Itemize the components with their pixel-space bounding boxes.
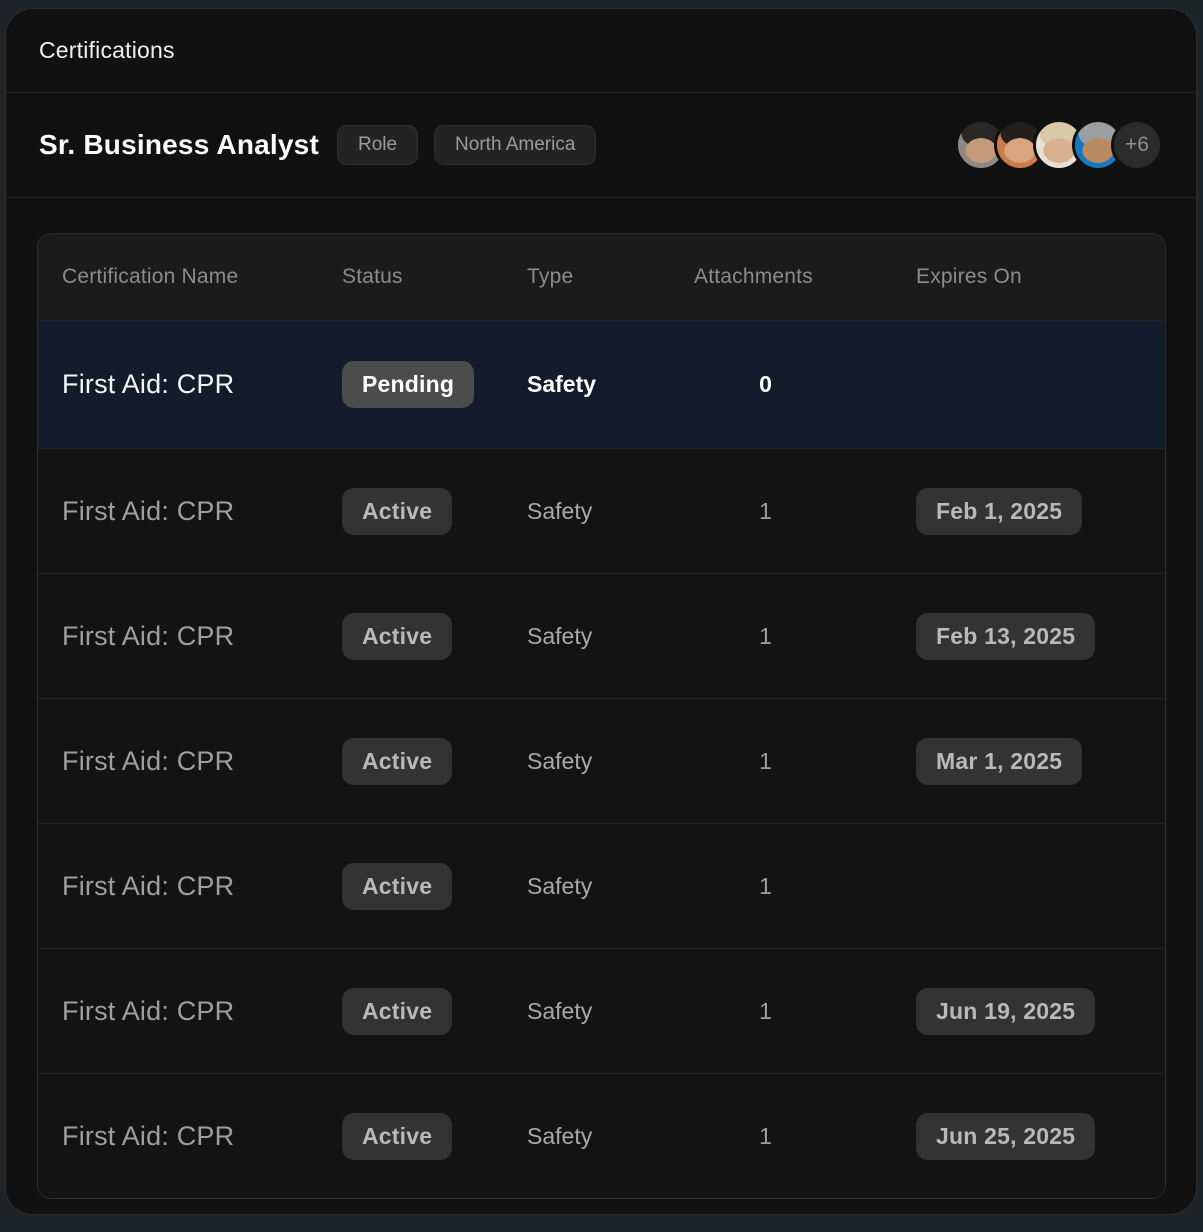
status-badge: Active	[342, 1112, 453, 1160]
type-value: Safety	[527, 497, 593, 524]
attachments-count: 1	[759, 622, 772, 649]
status-badge: Active	[342, 487, 453, 535]
column-header-attachments: Attachments	[694, 265, 813, 288]
status-badge: Active	[342, 737, 453, 785]
avatar-stack[interactable]: +6	[955, 119, 1163, 171]
certification-name-value: First Aid: CPR	[62, 745, 235, 776]
status-badge: Active	[342, 987, 453, 1035]
type-value: Safety	[527, 747, 593, 774]
attachments-count: 0	[759, 371, 772, 397]
status-badge: Pending	[342, 361, 475, 408]
column-header-certification-name: Certification Name	[62, 265, 239, 288]
table-row[interactable]: First Aid: CPR Active Safety 1 Feb 1, 20…	[38, 448, 1165, 573]
type-value: Safety	[527, 622, 593, 649]
certification-name-value: First Aid: CPR	[62, 995, 235, 1026]
region-badge: North America	[434, 125, 597, 165]
table-row[interactable]: First Aid: CPR Active Safety 1 Mar 1, 20…	[38, 698, 1165, 823]
attachments-count: 1	[759, 747, 772, 774]
certification-name-value: First Aid: CPR	[62, 620, 235, 651]
expires-badge: Feb 13, 2025	[916, 612, 1096, 660]
content-area: Certification Name Status Type Attachmen…	[6, 198, 1196, 1214]
app-window: Certifications Sr. Business Analyst Role…	[5, 8, 1197, 1215]
type-value: Safety	[527, 1122, 593, 1149]
table-body: First Aid: CPR Pending Safety 0 First Ai…	[38, 320, 1165, 1198]
table-row[interactable]: First Aid: CPR Active Safety 1 Jun 25, 2…	[38, 1073, 1165, 1198]
column-header-status: Status	[342, 265, 403, 288]
expires-badge: Feb 1, 2025	[916, 487, 1083, 535]
expires-badge: Jun 25, 2025	[916, 1112, 1096, 1160]
table-header-row: Certification Name Status Type Attachmen…	[38, 234, 1165, 320]
attachments-count: 1	[759, 497, 772, 524]
certification-name-value: First Aid: CPR	[62, 870, 235, 901]
status-badge: Active	[342, 862, 453, 910]
role-badge: Role	[336, 125, 419, 165]
certification-name-value: First Aid: CPR	[62, 369, 235, 399]
expires-badge: Mar 1, 2025	[916, 737, 1083, 785]
table-row[interactable]: First Aid: CPR Pending Safety 0	[38, 320, 1165, 448]
avatar-overflow-count[interactable]: +6	[1111, 119, 1163, 171]
attachments-count: 1	[759, 872, 772, 899]
table-row[interactable]: First Aid: CPR Active Safety 1 Jun 19, 2…	[38, 948, 1165, 1073]
column-header-type: Type	[527, 265, 574, 288]
column-header-expires-on: Expires On	[916, 265, 1022, 288]
expires-badge: Jun 19, 2025	[916, 987, 1096, 1035]
table-row[interactable]: First Aid: CPR Active Safety 1	[38, 823, 1165, 948]
certification-name-value: First Aid: CPR	[62, 495, 235, 526]
type-value: Safety	[527, 371, 597, 397]
status-badge: Active	[342, 612, 453, 660]
role-header: Sr. Business Analyst Role North America …	[6, 93, 1196, 198]
title-bar: Certifications	[6, 9, 1196, 93]
page-title: Certifications	[39, 37, 175, 63]
attachments-count: 1	[759, 1122, 772, 1149]
attachments-count: 1	[759, 997, 772, 1024]
type-value: Safety	[527, 872, 593, 899]
table-row[interactable]: First Aid: CPR Active Safety 1 Feb 13, 2…	[38, 573, 1165, 698]
type-value: Safety	[527, 997, 593, 1024]
certification-name-value: First Aid: CPR	[62, 1120, 235, 1151]
role-title: Sr. Business Analyst	[39, 129, 319, 160]
certifications-table: Certification Name Status Type Attachmen…	[37, 233, 1166, 1199]
